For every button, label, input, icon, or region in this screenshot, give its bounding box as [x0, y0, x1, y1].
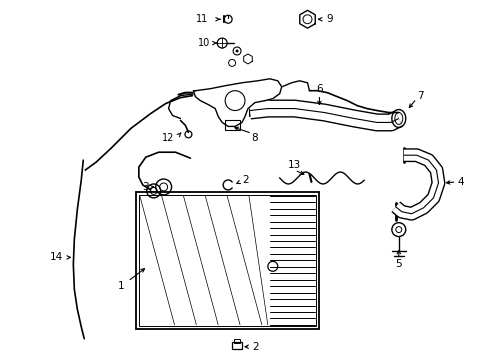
- Polygon shape: [194, 79, 282, 126]
- Text: 2: 2: [243, 175, 249, 185]
- Text: 9: 9: [326, 14, 333, 24]
- Text: 1: 1: [118, 281, 124, 291]
- Text: 8: 8: [251, 133, 258, 143]
- Polygon shape: [300, 10, 315, 28]
- Text: 4: 4: [457, 177, 464, 187]
- Text: 5: 5: [395, 259, 402, 269]
- Text: 7: 7: [417, 91, 424, 101]
- Circle shape: [236, 50, 239, 53]
- Bar: [225, 121, 240, 130]
- Text: 10: 10: [198, 38, 210, 48]
- Text: 11: 11: [196, 14, 208, 24]
- Bar: [136, 192, 319, 329]
- Bar: [234, 339, 240, 343]
- Bar: [139, 195, 317, 326]
- Text: 6: 6: [316, 84, 323, 94]
- Text: 13: 13: [288, 160, 301, 170]
- Text: 12: 12: [162, 133, 175, 143]
- Bar: [232, 342, 242, 349]
- Text: 14: 14: [50, 252, 63, 262]
- Polygon shape: [244, 54, 252, 64]
- Text: 3: 3: [143, 182, 149, 192]
- Text: 2: 2: [253, 342, 259, 352]
